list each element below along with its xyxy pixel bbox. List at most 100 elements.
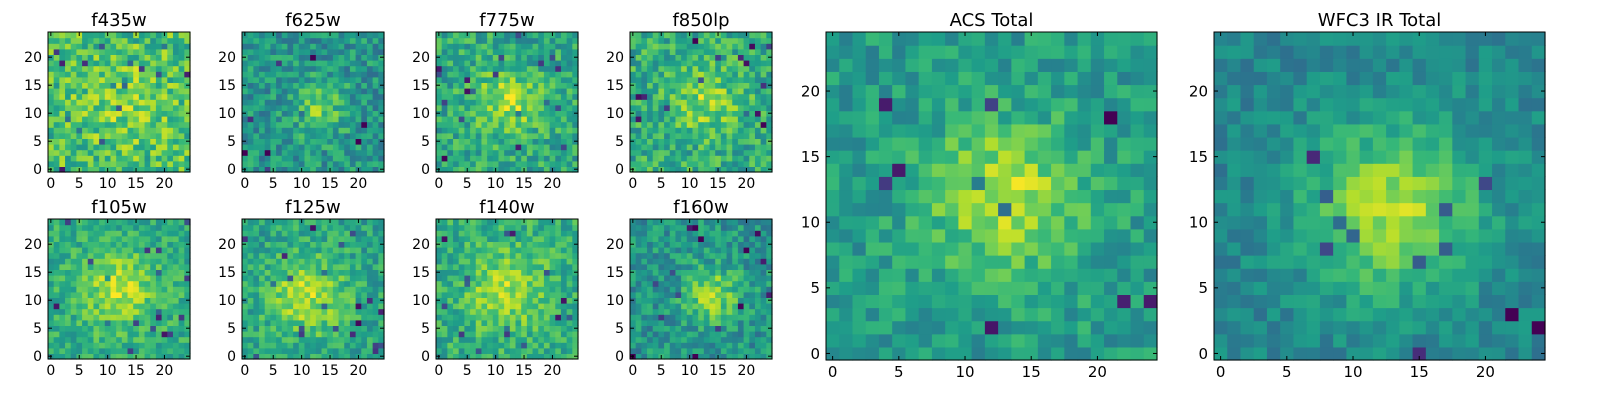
heatmap-cell bbox=[509, 291, 517, 298]
heatmap-cell bbox=[332, 230, 340, 237]
heatmap-cell bbox=[641, 138, 648, 145]
heatmap-cell bbox=[737, 160, 745, 167]
heatmap-cell bbox=[737, 325, 745, 332]
heatmap-cell bbox=[754, 286, 762, 293]
heatmap-cell bbox=[521, 269, 528, 276]
heatmap-cell bbox=[298, 314, 306, 321]
heatmap-cell bbox=[498, 99, 505, 106]
heatmap-cell bbox=[538, 347, 545, 354]
heatmap-cell bbox=[470, 132, 477, 139]
heatmap-cell bbox=[715, 275, 722, 282]
heatmap-cell bbox=[441, 258, 448, 265]
heatmap-cell bbox=[703, 155, 711, 162]
heatmap-cell bbox=[441, 230, 448, 237]
heatmap-cell bbox=[566, 297, 573, 304]
heatmap-cell bbox=[150, 32, 157, 39]
heatmap-cell bbox=[127, 37, 134, 44]
heatmap-cell bbox=[470, 121, 477, 128]
heatmap-cell bbox=[315, 336, 323, 343]
heatmap-cell bbox=[515, 110, 522, 117]
heatmap-cell bbox=[566, 235, 573, 242]
heatmap-cell bbox=[481, 314, 488, 321]
heatmap-cell bbox=[70, 48, 77, 55]
heatmap-cell bbox=[453, 280, 460, 287]
heatmap-cell bbox=[647, 127, 654, 134]
heatmap-cell bbox=[766, 104, 773, 111]
heatmap-cell bbox=[82, 258, 89, 265]
heatmap-cell bbox=[709, 303, 716, 310]
heatmap-cell bbox=[53, 121, 60, 128]
heatmap-cell bbox=[253, 71, 260, 78]
heatmap-cell bbox=[647, 37, 654, 44]
heatmap-cell bbox=[664, 43, 671, 50]
heatmap-cell bbox=[475, 291, 483, 298]
heatmap-cell bbox=[53, 235, 60, 242]
heatmap-cell bbox=[526, 37, 534, 44]
heatmap-cell bbox=[298, 258, 306, 265]
heatmap-cell bbox=[652, 149, 659, 156]
heatmap-cell bbox=[436, 224, 443, 231]
heatmap-cell bbox=[709, 155, 716, 162]
heatmap-cell bbox=[737, 127, 745, 134]
heatmap-cell bbox=[526, 48, 534, 55]
heatmap-cell bbox=[475, 65, 483, 72]
heatmap-cell bbox=[93, 104, 100, 111]
heatmap-cell bbox=[361, 71, 368, 78]
heatmap-cell bbox=[304, 331, 311, 338]
heatmap-cell bbox=[715, 286, 722, 293]
heatmap-cell bbox=[361, 121, 368, 128]
heatmap-cell bbox=[93, 258, 100, 265]
heatmap-cell bbox=[664, 331, 671, 338]
heatmap-cell bbox=[760, 116, 767, 123]
heatmap-cell bbox=[526, 303, 534, 310]
heatmap-cell bbox=[116, 353, 123, 360]
heatmap-cell bbox=[475, 286, 483, 293]
heatmap-cell bbox=[53, 269, 60, 276]
heatmap-cell bbox=[560, 308, 568, 315]
heatmap-cell bbox=[681, 104, 688, 111]
heatmap-cell bbox=[453, 43, 460, 50]
heatmap-cell bbox=[372, 269, 379, 276]
heatmap-cell bbox=[349, 224, 357, 231]
heatmap-cell bbox=[498, 308, 505, 315]
heatmap-cell bbox=[150, 319, 157, 326]
heatmap-cell bbox=[560, 219, 568, 226]
heatmap-cell bbox=[321, 149, 328, 156]
heatmap-cell bbox=[155, 342, 163, 349]
heatmap-cell bbox=[720, 275, 728, 282]
heatmap-cell bbox=[264, 116, 271, 123]
heatmap-cell bbox=[121, 54, 129, 61]
heatmap-cell bbox=[543, 275, 551, 282]
heatmap-cell bbox=[344, 71, 351, 78]
heatmap-cell bbox=[543, 121, 551, 128]
heatmap-cell bbox=[138, 32, 146, 39]
heatmap-cell bbox=[669, 303, 677, 310]
heatmap-cell bbox=[178, 121, 185, 128]
heatmap-cell bbox=[298, 331, 306, 338]
heatmap-cell bbox=[53, 127, 60, 134]
heatmap-cell bbox=[116, 99, 123, 106]
heatmap-cell bbox=[692, 144, 699, 151]
heatmap-cell bbox=[349, 241, 357, 248]
heatmap-cell bbox=[287, 71, 294, 78]
heatmap-cell bbox=[641, 88, 648, 95]
heatmap-cell bbox=[310, 241, 317, 248]
heatmap-cell bbox=[543, 82, 551, 89]
heatmap-cell bbox=[99, 336, 106, 343]
heatmap-cell bbox=[65, 319, 72, 326]
heatmap-cell bbox=[635, 269, 642, 276]
heatmap-cell bbox=[526, 71, 534, 78]
heatmap-cell bbox=[366, 116, 374, 123]
heatmap-cell bbox=[104, 258, 112, 265]
heatmap-cell bbox=[538, 166, 545, 173]
heatmap-cell bbox=[366, 308, 374, 315]
heatmap-cell bbox=[560, 65, 568, 72]
heatmap-cell bbox=[560, 127, 568, 134]
heatmap-cell bbox=[332, 291, 340, 298]
heatmap-cell bbox=[647, 286, 654, 293]
heatmap-cell bbox=[532, 286, 539, 293]
heatmap-cell bbox=[287, 224, 294, 231]
heatmap-cell bbox=[76, 116, 83, 123]
heatmap-cell bbox=[104, 275, 112, 282]
heatmap-cell bbox=[647, 121, 654, 128]
